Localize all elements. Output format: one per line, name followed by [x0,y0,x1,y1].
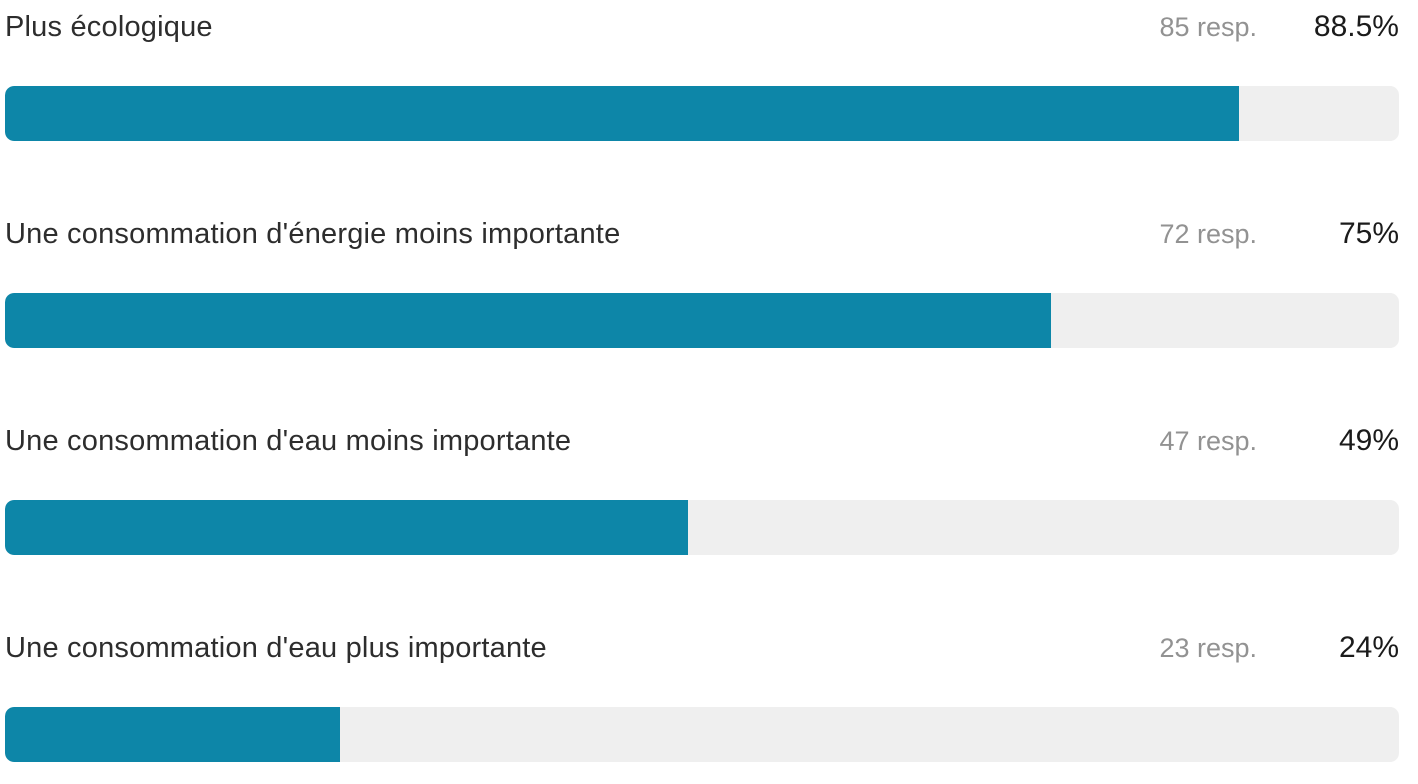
result-row: Une consommation d'énergie moins importa… [5,217,1399,348]
percent-value: 75% [1338,217,1399,250]
response-count: 72 resp. [1159,219,1257,249]
answer-label: Une consommation d'énergie moins importa… [5,218,621,250]
percent-value: 24% [1338,631,1399,664]
result-row-header: Une consommation d'énergie moins importa… [5,217,1399,257]
percent-value: 49% [1338,424,1399,457]
result-row: Plus écologique 85 resp. 88.5% [5,10,1399,141]
result-row-header: Une consommation d'eau plus importante 2… [5,631,1399,671]
response-count: 23 resp. [1159,633,1257,663]
response-count: 47 resp. [1159,426,1257,456]
answer-label: Une consommation d'eau moins importante [5,425,572,457]
bar-track [5,86,1399,141]
bar-fill [5,707,340,762]
bar-track [5,293,1399,348]
answer-label: Plus écologique [5,11,213,43]
result-row-header: Une consommation d'eau moins importante … [5,424,1399,464]
result-row-header: Plus écologique 85 resp. 88.5% [5,10,1399,50]
result-row: Une consommation d'eau plus importante 2… [5,631,1399,762]
bar-fill [5,500,689,555]
response-count: 85 resp. [1159,12,1257,42]
bar-fill [5,293,1051,348]
answer-label: Une consommation d'eau plus importante [5,632,547,664]
survey-results-bar-chart: Plus écologique 85 resp. 88.5% Une conso… [5,10,1399,762]
bar-fill [5,86,1239,141]
bar-track [5,500,1399,555]
percent-value: 88.5% [1313,10,1399,43]
bar-track [5,707,1399,762]
result-row: Une consommation d'eau moins importante … [5,424,1399,555]
